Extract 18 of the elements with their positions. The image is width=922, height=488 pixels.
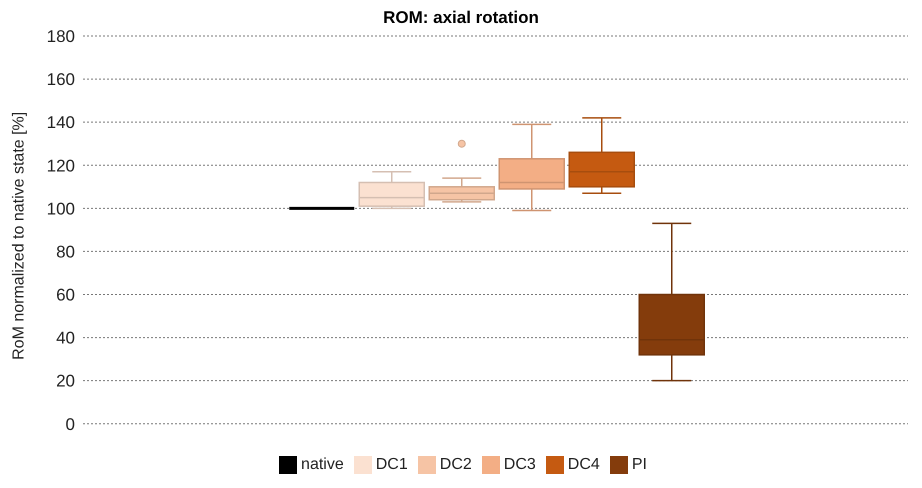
legend-label: native [301,456,344,473]
legend-label: DC3 [504,456,536,473]
legend-label: DC1 [376,456,408,473]
y-tick-label: 80 [56,242,75,262]
y-tick-label: 0 [66,414,75,434]
y-tick-label: 100 [46,199,75,218]
y-tick-label: 120 [46,156,75,176]
y-tick-label: 40 [56,328,75,348]
chart-title: ROM: axial rotation [383,8,539,27]
y-tick-label: 180 [46,27,75,46]
y-axis-title: RoM normalized to native state [%] [10,112,28,360]
y-tick-label: 60 [56,286,75,305]
y-tick-label: 20 [56,372,75,391]
y-tick-label: 140 [46,113,75,132]
legend-label: DC4 [568,456,600,473]
y-tick-label: 160 [46,70,75,90]
legend-label: DC2 [440,456,472,473]
legend-label: PI [632,456,647,473]
